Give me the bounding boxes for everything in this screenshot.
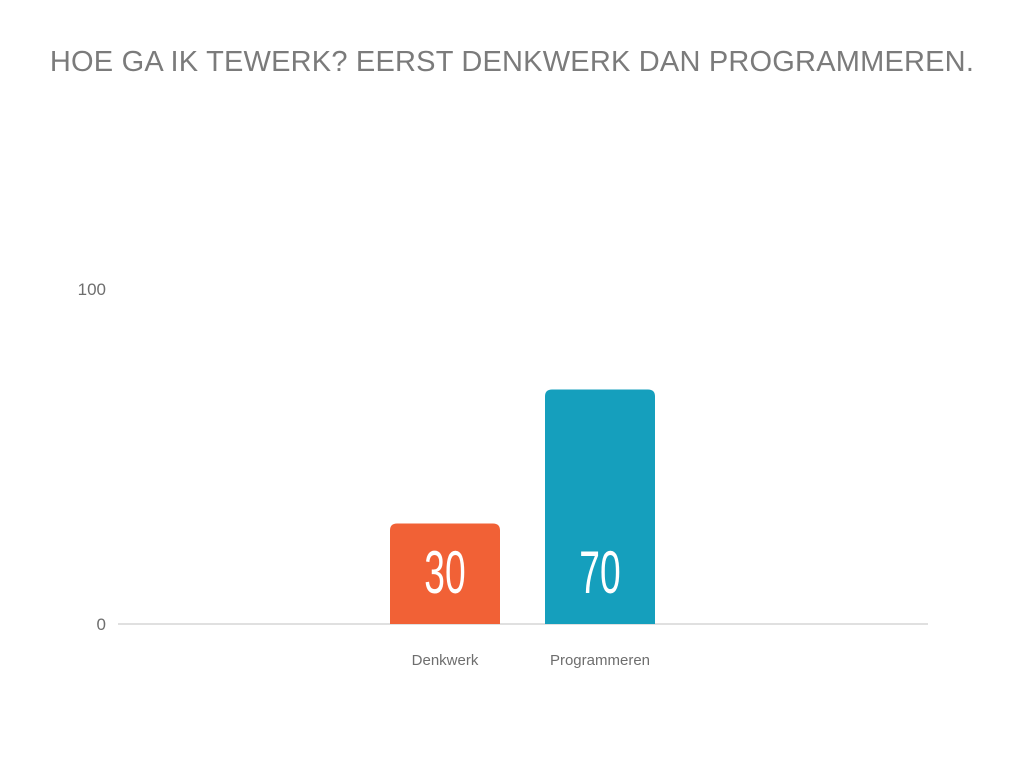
bar-programmeren <box>545 389 655 624</box>
y-tick-label-min: 0 <box>97 615 106 634</box>
x-category-label: Denkwerk <box>412 652 479 669</box>
bar-denkwerk <box>390 523 500 624</box>
slide-title: HOE GA IK TEWERK? EERST DENKWERK DAN PRO… <box>49 46 975 78</box>
bars-group: 30 Denkwerk 70 Programmeren <box>390 389 655 669</box>
bar-value-label: 70 <box>579 539 620 606</box>
y-tick-label-max: 100 <box>78 280 106 299</box>
x-category-label: Programmeren <box>550 652 650 669</box>
bar-value-label: 30 <box>424 539 465 606</box>
